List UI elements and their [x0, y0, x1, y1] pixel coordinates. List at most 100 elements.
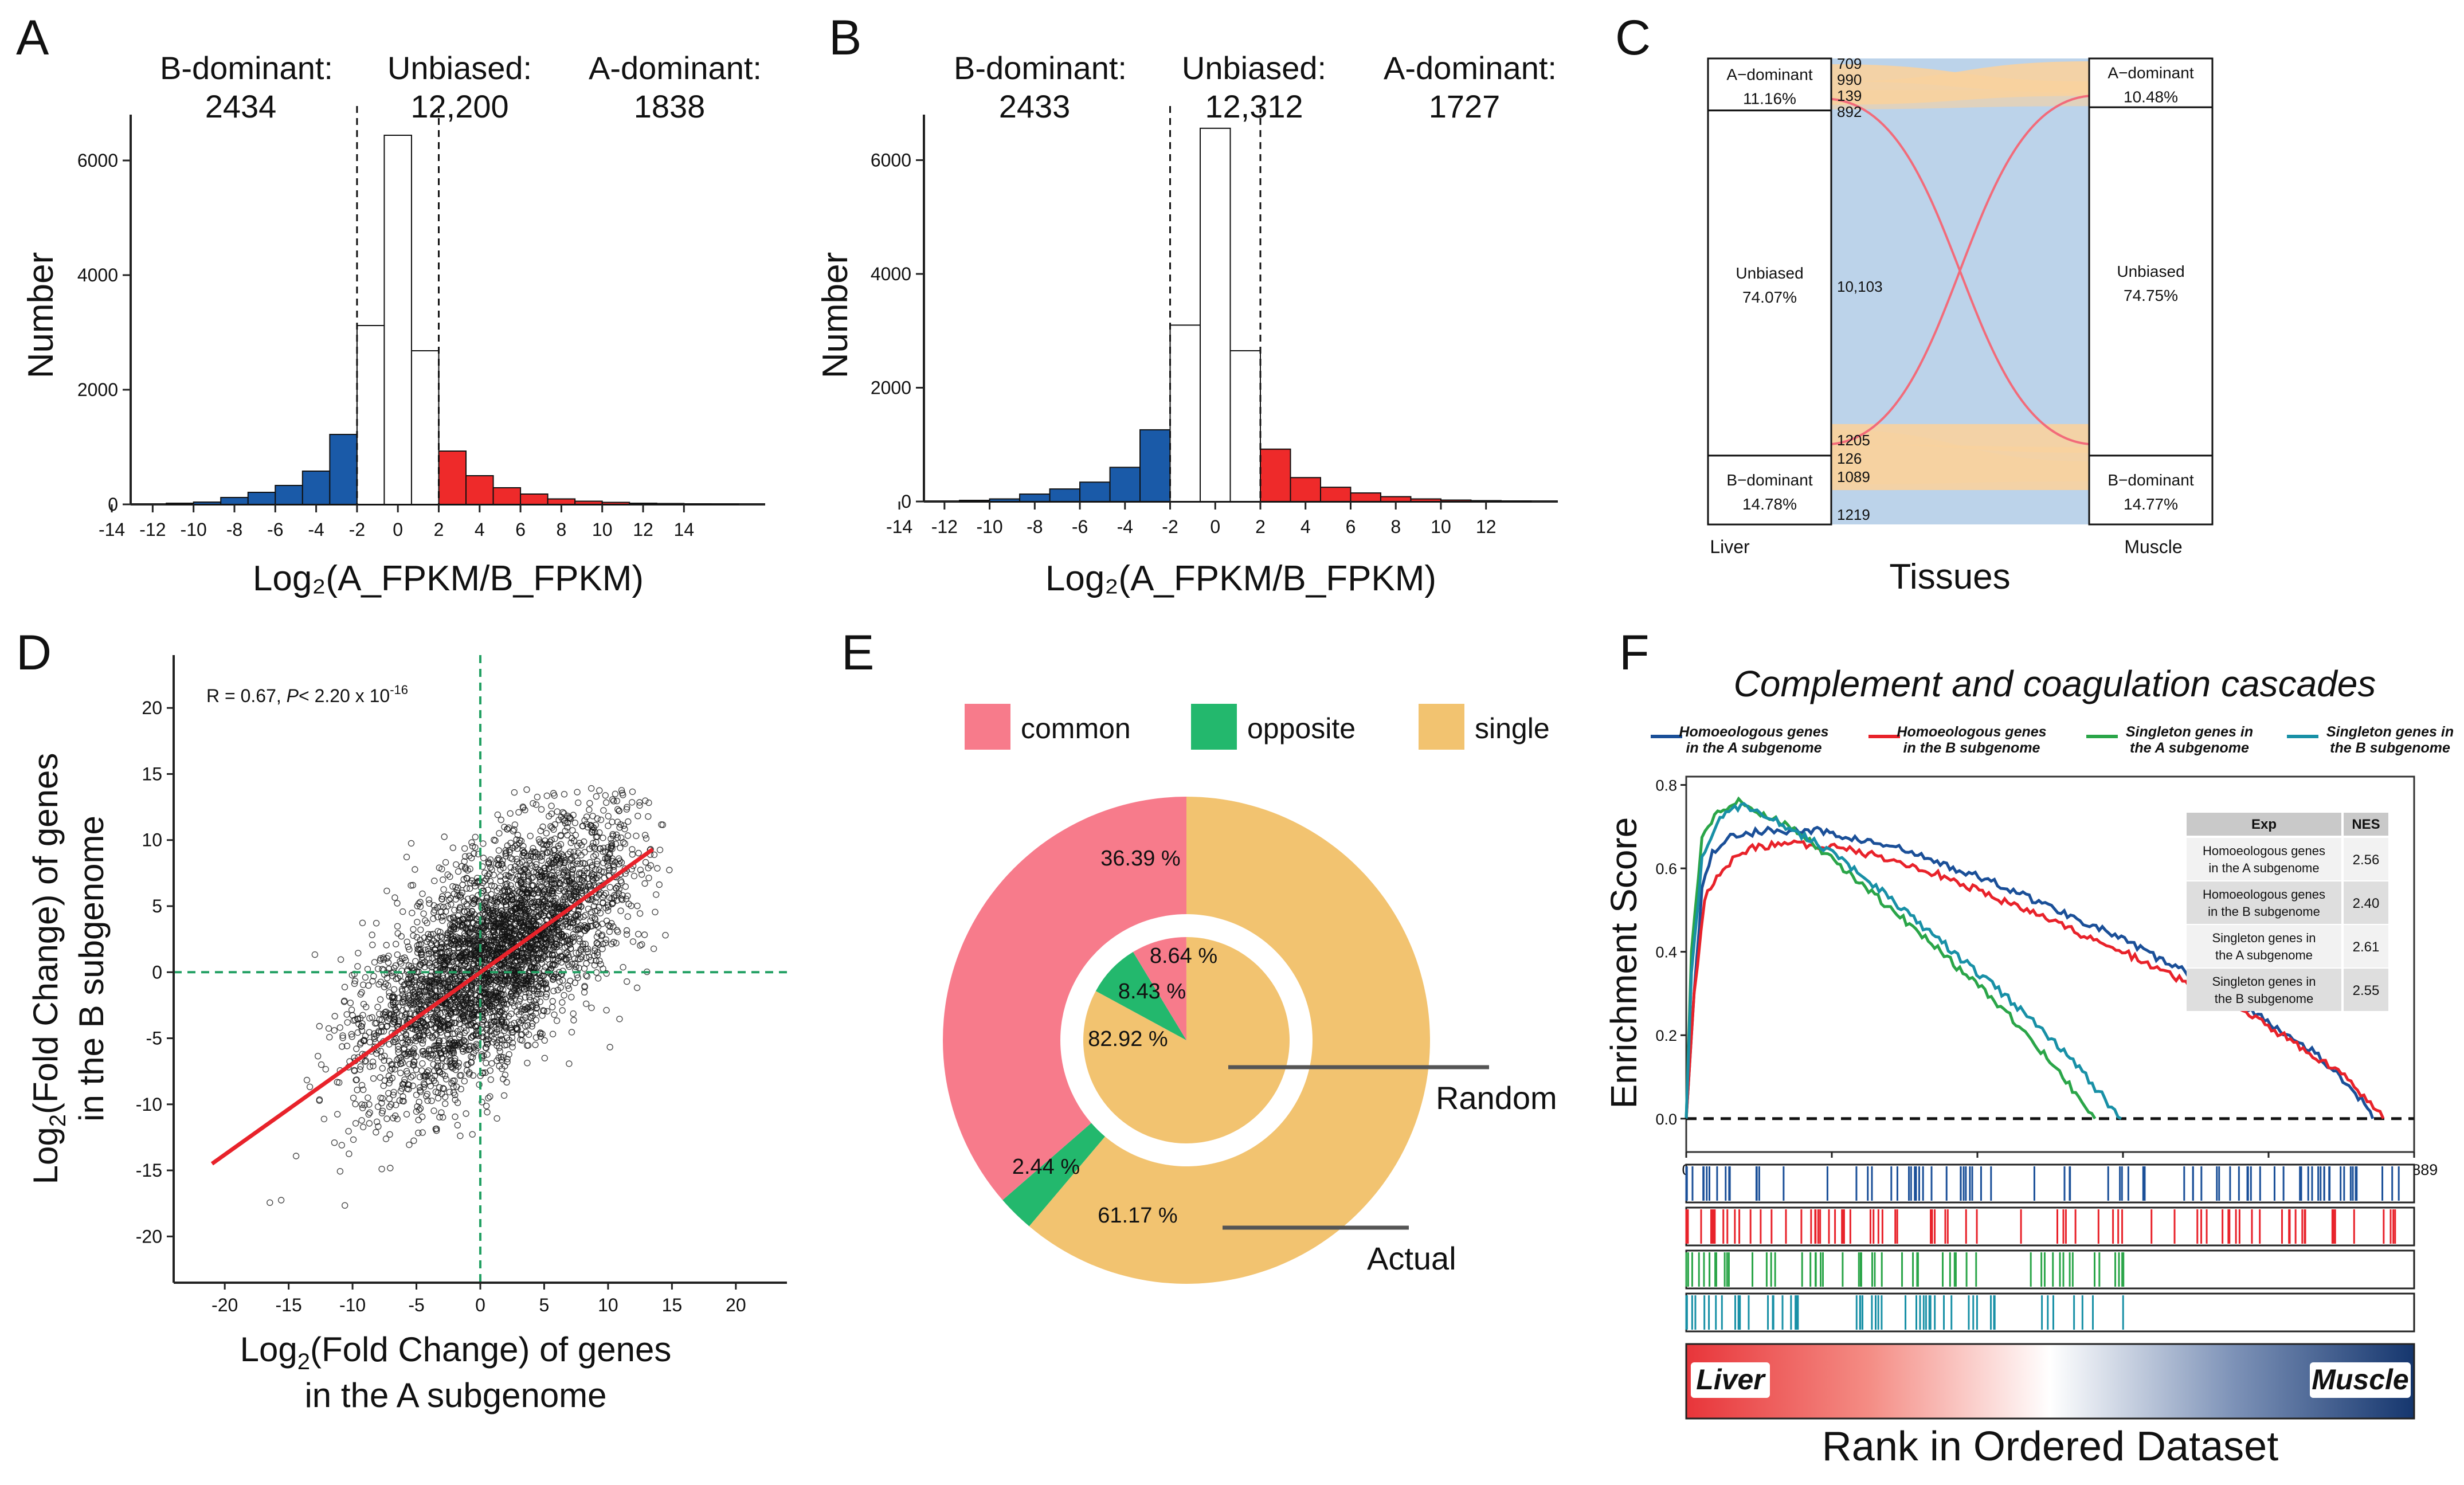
- scatter-point-3543: [496, 949, 504, 956]
- scatter-point-2640: [454, 1099, 461, 1106]
- scatter-point-2518: [378, 1099, 385, 1107]
- left-box-0: [1707, 57, 1832, 112]
- legend-swatch-common: [965, 704, 1010, 750]
- scatter-point-3719: [549, 876, 556, 883]
- scatter-point-3666: [517, 907, 524, 915]
- scatter-point-3334: [501, 1041, 508, 1049]
- scatter-point-2523: [570, 1017, 577, 1024]
- scatter-point-25: [636, 910, 644, 917]
- scatter-point-3696: [617, 907, 624, 914]
- scatter-point-3640: [483, 949, 490, 956]
- scatter-point-311: [318, 1061, 325, 1068]
- scatter-point-3487: [636, 802, 643, 809]
- scatter-point-3101: [442, 1076, 450, 1083]
- scatter-point-2280: [469, 920, 476, 927]
- scatter-point-3047: [526, 993, 533, 1001]
- scatter-point-3699: [489, 943, 496, 950]
- scatter-point-3056: [408, 963, 414, 970]
- flow-label-6: 126: [1837, 450, 1862, 467]
- scatter-point-1782: [518, 1031, 524, 1039]
- scatter-point-2797: [390, 1091, 397, 1099]
- scatter-point-3453: [448, 1080, 455, 1087]
- scatter-point-1456: [485, 1095, 492, 1102]
- x-tick-label-3: -8: [226, 519, 242, 540]
- y-axis-label: Enrichment Score: [1603, 817, 1644, 1109]
- flow-label-8: 1219: [1837, 506, 1870, 523]
- scatter-point-19: [562, 828, 569, 834]
- scatter-point-2844: [566, 887, 573, 894]
- scatter-point-101: [493, 1115, 500, 1122]
- scatter-point-3448: [406, 1010, 413, 1017]
- left-axis-label: Liver: [1710, 536, 1750, 557]
- scatter-point-2355: [417, 926, 424, 934]
- scatter-point-1301: [559, 999, 566, 1006]
- scatter-point-1013: [437, 903, 444, 910]
- scatter-point-2551: [348, 1006, 355, 1013]
- panel-letter-d: D: [16, 625, 52, 680]
- scatter-point-3741: [508, 990, 515, 998]
- scatter-point-3326: [552, 961, 559, 969]
- scatter-point-3034: [605, 844, 612, 851]
- scatter-point-3065: [382, 981, 389, 988]
- scatter-point-3723: [550, 860, 557, 867]
- scatter-point-1678: [537, 1033, 544, 1040]
- left-box-pct-0: 11.16%: [1743, 89, 1796, 107]
- scatter-point-3203: [451, 924, 458, 931]
- scatter-point-3140: [398, 978, 405, 985]
- scatter-point-1636: [468, 1053, 475, 1060]
- histogram-bar-16: [601, 501, 630, 505]
- scatter-point-3275: [550, 988, 557, 994]
- scatter-point-3566: [483, 1044, 490, 1052]
- scatter-point-1371: [602, 890, 609, 897]
- scatter-point-3798: [457, 954, 464, 962]
- scatter-point-3455: [362, 974, 369, 981]
- slice-random-opposite: [1095, 951, 1186, 1040]
- left-box-pct-1: 74.07%: [1742, 288, 1797, 306]
- scatter-point-2136: [449, 932, 456, 940]
- scatter-point-3273: [437, 1010, 444, 1017]
- scatter-point-2526: [541, 1055, 548, 1061]
- scatter-point-3357: [555, 933, 562, 941]
- x-tick-label-9: 4: [475, 519, 485, 540]
- scatter-point-2884: [514, 957, 520, 964]
- scatter-point-2870: [412, 1037, 420, 1045]
- scatter-point-3391: [424, 919, 430, 927]
- scatter-point-3689: [424, 977, 431, 985]
- scatter-point-694: [556, 978, 563, 985]
- histogram-bar-17: [629, 503, 657, 505]
- x-tick-label-2: -10: [976, 516, 1002, 537]
- scatter-point-3701: [507, 840, 514, 847]
- scatter-point-2483: [596, 829, 603, 836]
- scatter-point-3784: [406, 1039, 413, 1046]
- scatter-point-1241: [452, 896, 459, 903]
- scatter-point-2605: [488, 1001, 496, 1008]
- scatter-point-3248: [460, 951, 468, 958]
- scatter-point-3632: [559, 923, 566, 930]
- scatter-point-548: [656, 881, 663, 888]
- scatter-point-2923: [432, 1126, 439, 1133]
- scatter-point-3418: [366, 1039, 373, 1046]
- scatter-point-3698: [454, 998, 461, 1005]
- scatter-point-2667: [394, 1115, 401, 1123]
- legend-swatch-single: [1419, 704, 1464, 750]
- scatter-point-2576: [582, 946, 590, 953]
- scatter-point-2423: [619, 892, 626, 899]
- scatter-point-852: [535, 990, 542, 998]
- scatter-point-3235: [428, 1075, 435, 1082]
- scatter-point-2808: [398, 1034, 405, 1041]
- scatter-point-3541: [500, 1075, 507, 1083]
- scatter-point-2274: [537, 911, 544, 918]
- scatter-point-3383: [562, 857, 569, 864]
- x-axis-label-line2: in the A subgenome: [304, 1376, 606, 1415]
- table-row-1-exp-cell: [2187, 881, 2341, 924]
- scatter-point-3390: [613, 884, 620, 892]
- scatter-point-119: [613, 797, 621, 805]
- scatter-point-652: [600, 844, 607, 852]
- scatter-point-608: [502, 1005, 509, 1012]
- scatter-point-1960: [370, 1063, 377, 1069]
- scatter-point-1588: [434, 914, 441, 920]
- scatter-point-2980: [437, 980, 445, 987]
- scatter-point-3093: [339, 1035, 346, 1041]
- scatter-point-13: [586, 806, 593, 813]
- scatter-point-3328: [471, 926, 479, 933]
